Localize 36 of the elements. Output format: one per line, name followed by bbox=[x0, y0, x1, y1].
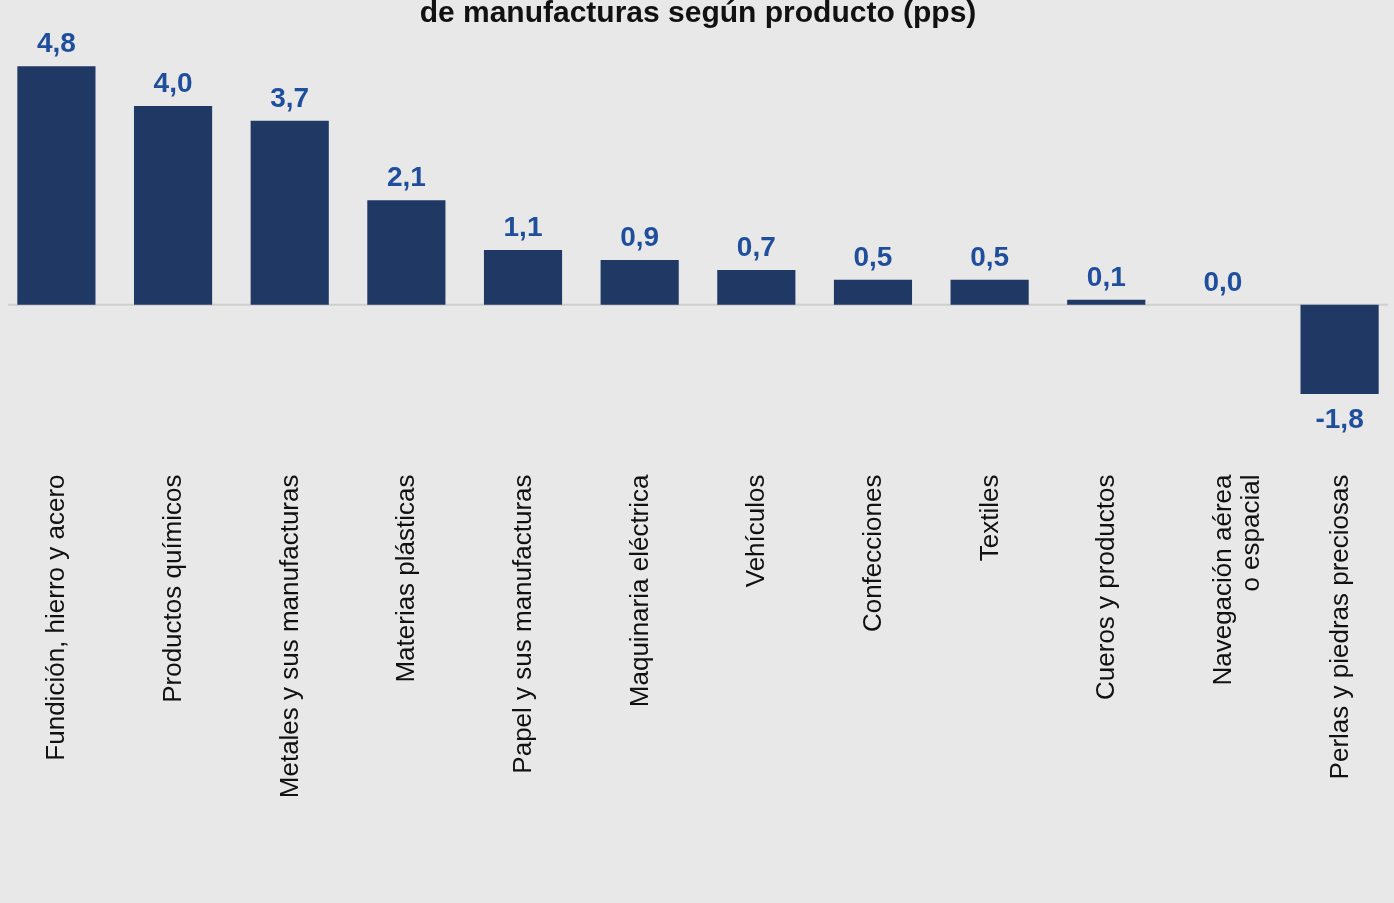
data-label: 0,9 bbox=[620, 220, 660, 252]
x-tick-label: Perlas y piedras preciosas bbox=[1323, 474, 1354, 780]
x-tick-label: Maquinaria eléctrica bbox=[623, 473, 654, 708]
x-tick-label: Cueros y productos bbox=[1090, 474, 1121, 700]
bar bbox=[833, 279, 913, 305]
x-tick-label: Navegación aérea o espacial bbox=[1206, 473, 1265, 686]
data-label: 0,5 bbox=[853, 240, 893, 272]
bar bbox=[717, 269, 796, 305]
bar bbox=[133, 105, 213, 305]
x-tick-label: Papel y sus manufacturas bbox=[507, 474, 538, 774]
data-label: 2,1 bbox=[386, 161, 426, 193]
x-tick-label: Textiles bbox=[973, 474, 1004, 562]
x-tick-label: Vehículos bbox=[740, 474, 771, 588]
data-label: 4,8 bbox=[36, 27, 76, 59]
data-label: 3,7 bbox=[270, 81, 310, 113]
chart-title: de manufacturas según producto (pps) bbox=[419, 0, 977, 29]
data-label: 1,1 bbox=[503, 211, 543, 243]
bar bbox=[950, 279, 1029, 305]
bar bbox=[250, 120, 329, 305]
bar bbox=[483, 250, 563, 305]
bar bbox=[1300, 304, 1379, 395]
data-label: 0,1 bbox=[1086, 260, 1126, 292]
x-tick-label: Materias plásticas bbox=[390, 474, 421, 683]
x-tick-label: Confecciones bbox=[856, 474, 887, 633]
data-label: 0,0 bbox=[1203, 265, 1243, 297]
x-tick-label: Productos químicos bbox=[157, 474, 188, 703]
bar bbox=[17, 66, 96, 305]
bar bbox=[600, 259, 679, 305]
data-label: 4,0 bbox=[153, 66, 193, 98]
data-label: 0,5 bbox=[970, 240, 1010, 272]
data-label: 0,7 bbox=[736, 230, 776, 262]
bar bbox=[1067, 299, 1146, 305]
bar bbox=[367, 200, 446, 305]
x-tick-label: Fundición, hierro y acero bbox=[40, 474, 71, 761]
x-tick-label: Metales y sus manufacturas bbox=[273, 474, 304, 799]
data-label: -1,8 bbox=[1315, 403, 1364, 435]
